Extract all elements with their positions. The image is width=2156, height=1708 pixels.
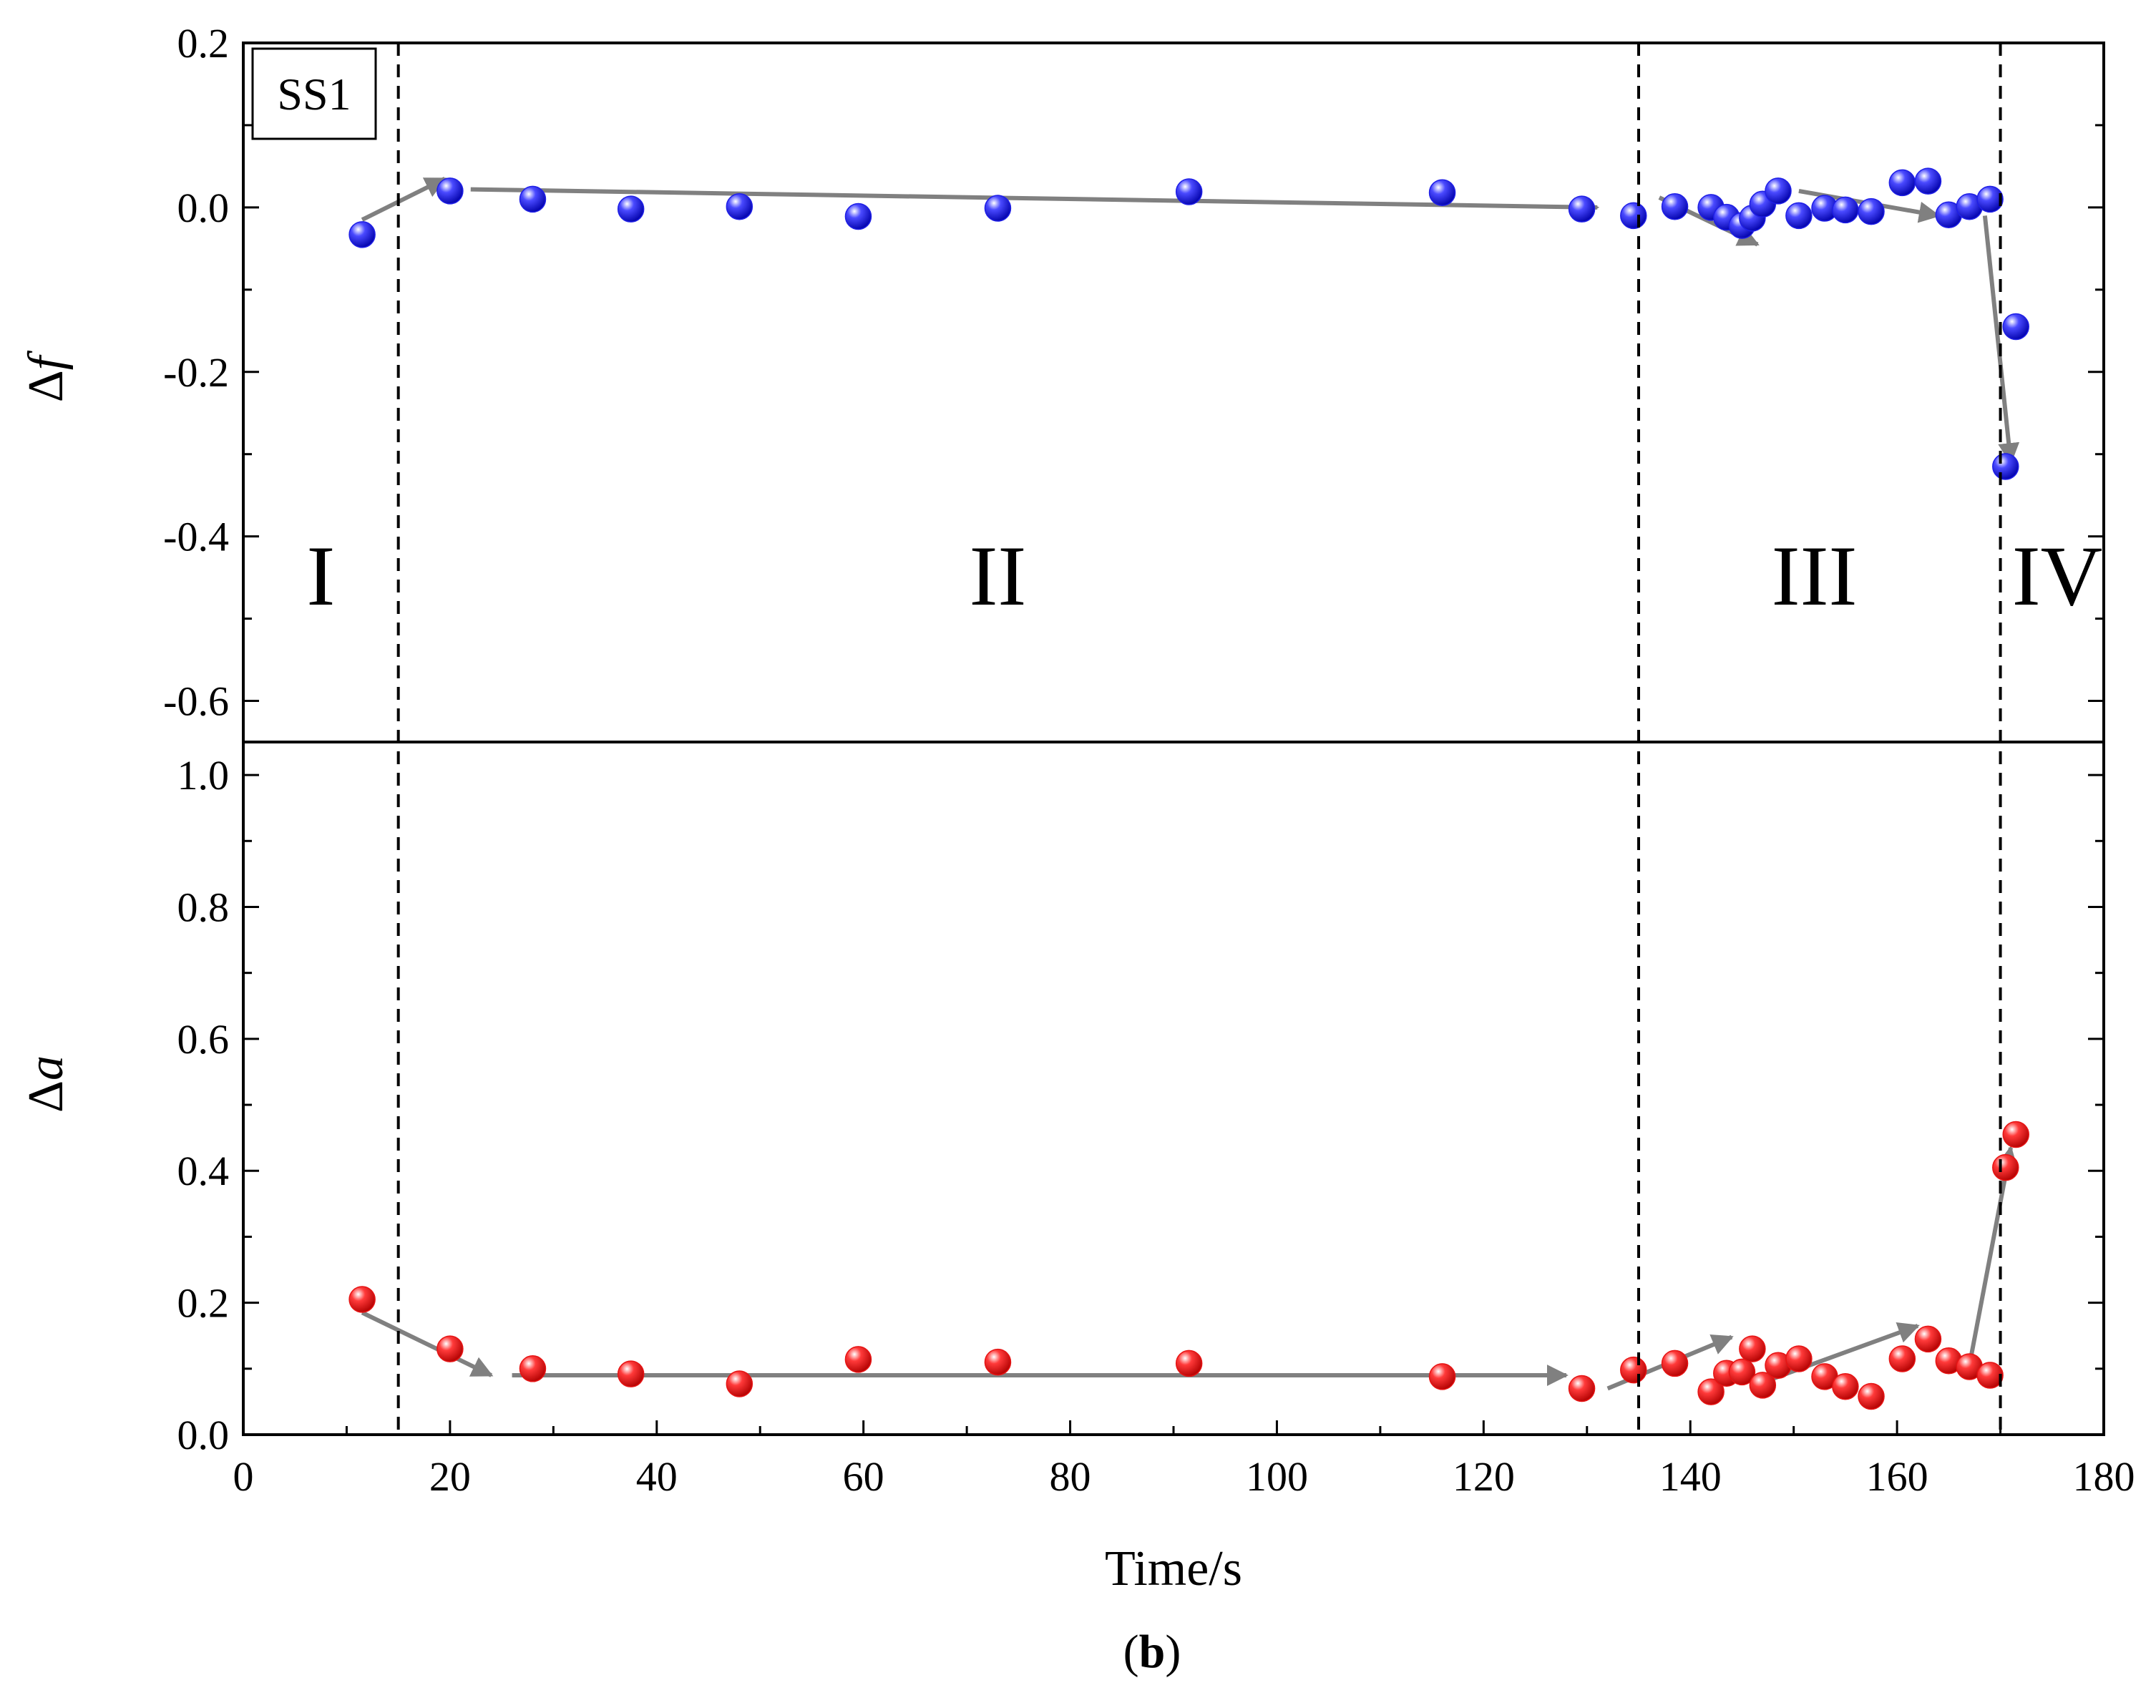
stage-label: IV bbox=[2012, 528, 2103, 623]
x-tick-label: 180 bbox=[2073, 1453, 2135, 1500]
delta-a-data-point bbox=[1888, 1345, 1916, 1372]
stage-boundaries bbox=[396, 43, 2002, 1435]
x-tick-label: 40 bbox=[636, 1453, 678, 1500]
trend-arrow bbox=[1982, 215, 2020, 465]
y-tick-label: 0.8 bbox=[177, 884, 230, 930]
delta-f-data-point bbox=[1992, 453, 2019, 480]
stage-label: I bbox=[306, 528, 335, 623]
sample-tag: SS1 bbox=[251, 47, 377, 140]
delta-a-data-point bbox=[1749, 1372, 1777, 1399]
trend-arrow bbox=[1967, 1146, 2018, 1366]
y-tick-label: 0.2 bbox=[177, 1280, 230, 1327]
delta-a-data-point bbox=[1175, 1350, 1203, 1377]
delta-a-data-point bbox=[436, 1335, 464, 1362]
delta-a-data-point bbox=[1728, 1358, 1756, 1386]
delta-f-data-point bbox=[1914, 167, 1942, 195]
delta-a-data-point bbox=[1914, 1325, 1942, 1353]
delta-a-data-point bbox=[844, 1346, 872, 1373]
x-tick-label: 160 bbox=[1866, 1453, 1928, 1500]
y-tick-label: 0.6 bbox=[177, 1016, 230, 1063]
delta-f-data-point bbox=[1568, 195, 1596, 223]
delta-a-data-point bbox=[1858, 1382, 1885, 1410]
delta-a-data-point bbox=[617, 1360, 645, 1387]
delta-a-data-point bbox=[984, 1348, 1012, 1376]
delta-a-data-point bbox=[348, 1286, 376, 1313]
trend-arrow bbox=[361, 176, 447, 222]
delta-f-data-point bbox=[1661, 192, 1689, 220]
delta-f-data-point bbox=[726, 192, 753, 220]
sample-tag-box bbox=[251, 47, 377, 140]
delta-f-data-point bbox=[844, 202, 872, 230]
delta-f-data-point bbox=[2002, 313, 2029, 341]
x-tick-label: 100 bbox=[1246, 1453, 1308, 1500]
y-axis-title-bottom: Δa bbox=[19, 1055, 74, 1113]
delta-a-data-point bbox=[1568, 1375, 1596, 1402]
delta-f-data-point bbox=[1832, 196, 1859, 224]
delta-a-data-point bbox=[1785, 1345, 1813, 1372]
stage-labels: I II III IV bbox=[306, 528, 2102, 623]
delta-f-data-point bbox=[1858, 197, 1885, 225]
x-tick-label: 140 bbox=[1659, 1453, 1722, 1500]
y-tick-label: -0.4 bbox=[163, 514, 229, 560]
delta-a-data-point bbox=[726, 1370, 753, 1397]
delta-a-data-point bbox=[1832, 1372, 1859, 1400]
delta-a-data-point bbox=[1992, 1153, 2019, 1181]
delta-f-data-point bbox=[1428, 179, 1456, 206]
x-axis: 0 20 40 60 80 100 120 140 160 180 bbox=[233, 1420, 2135, 1500]
delta-f-data-point bbox=[617, 195, 645, 223]
y-tick-label: 1.0 bbox=[177, 752, 230, 799]
delta-f-data-point bbox=[436, 177, 464, 205]
y-tick-label: 0.0 bbox=[177, 185, 230, 231]
delta-f-data-point bbox=[1976, 185, 2004, 213]
x-tick-label: 20 bbox=[429, 1453, 471, 1500]
x-tick-label: 80 bbox=[1050, 1453, 1091, 1500]
delta-f-data-point bbox=[348, 221, 376, 248]
y-tick-label: -0.2 bbox=[163, 349, 229, 396]
trend-arrow bbox=[361, 1310, 494, 1377]
y-tick-label: -0.6 bbox=[163, 678, 229, 725]
y-axis-title-bottom-var: a bbox=[19, 1055, 74, 1080]
y-tick-label: 0.0 bbox=[177, 1412, 230, 1458]
delta-f-data-point bbox=[1888, 169, 1916, 197]
delta-f-data-point bbox=[984, 195, 1012, 222]
delta-a-data-point bbox=[1739, 1335, 1766, 1362]
delta-a-data-point bbox=[1976, 1362, 2004, 1389]
trend-arrow bbox=[470, 187, 1600, 218]
plot-frame bbox=[242, 42, 2105, 1436]
x-tick-label: 60 bbox=[843, 1453, 884, 1500]
delta-a-data-point bbox=[519, 1355, 547, 1382]
delta-f-data-point bbox=[1785, 202, 1813, 230]
x-axis-title: Time/s bbox=[1105, 1541, 1242, 1596]
stage-label: III bbox=[1772, 528, 1858, 623]
delta-a-data-point bbox=[2002, 1121, 2029, 1148]
sample-tag-text: SS1 bbox=[277, 69, 351, 119]
delta-f-data-point bbox=[519, 185, 547, 213]
delta-a-data-point bbox=[1620, 1356, 1647, 1384]
figure-caption: (b) bbox=[1123, 1626, 1181, 1678]
stage-label: II bbox=[969, 528, 1026, 623]
y-axis-title-top: Δf bbox=[19, 350, 74, 402]
delta-f-data-point bbox=[1620, 202, 1647, 230]
y-tick-label: 0.4 bbox=[177, 1148, 230, 1194]
delta-a-panel: 0.0 0.2 0.4 0.6 0.8 1.0 bbox=[177, 752, 2104, 1458]
delta-a-data-point bbox=[1697, 1378, 1725, 1405]
y-axis-title-top-var: f bbox=[19, 350, 74, 370]
delta-f-data-point bbox=[1765, 177, 1792, 205]
delta-f-data-point bbox=[1175, 178, 1203, 205]
x-tick-label: 120 bbox=[1453, 1453, 1515, 1500]
x-tick-label: 0 bbox=[233, 1453, 254, 1500]
y-tick-label: 0.2 bbox=[177, 20, 230, 67]
delta-f-panel: 0.2 0.0 -0.2 -0.4 -0.6 bbox=[163, 20, 2104, 725]
delta-a-data-point bbox=[1428, 1363, 1456, 1390]
delta-a-data-point bbox=[1661, 1350, 1689, 1377]
